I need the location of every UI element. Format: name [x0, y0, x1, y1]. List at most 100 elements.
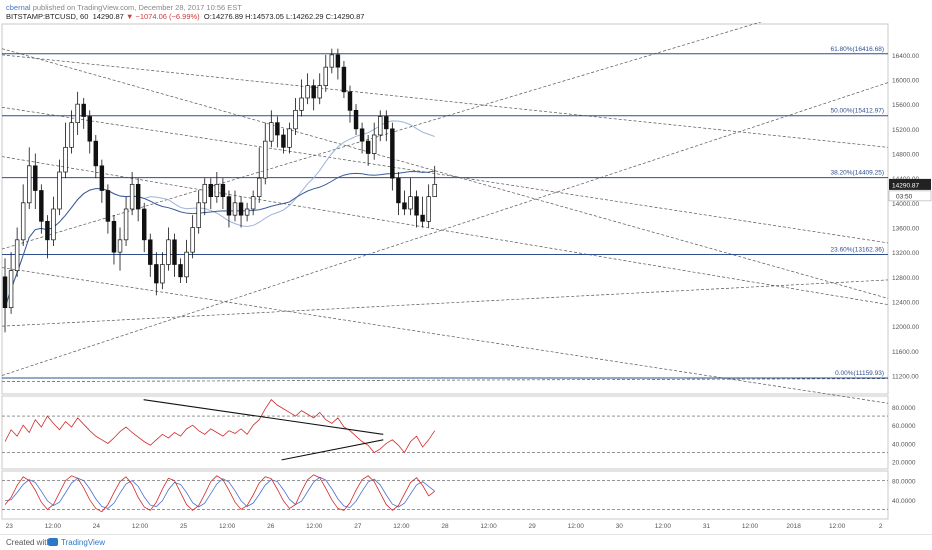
- x-tick-label: 23: [6, 523, 14, 530]
- trend-line-dashed: [1, 22, 762, 250]
- candle-up: [8, 270, 14, 309]
- candle-up: [27, 165, 32, 204]
- trend-line-dashed: [1, 378, 889, 383]
- candle-up: [378, 116, 383, 136]
- main-pane-border: [1, 23, 889, 395]
- candle-up: [14, 239, 20, 272]
- candle-up: [408, 196, 413, 210]
- price-tick-label: 15600.00: [892, 102, 919, 109]
- tradingview-brand[interactable]: TradingView: [61, 538, 106, 547]
- candle-down: [178, 264, 183, 278]
- rsi-tick-label: 80.0000: [892, 405, 916, 412]
- candle-down: [148, 239, 153, 265]
- candle-up: [184, 251, 189, 278]
- x-tick-label: 2: [879, 523, 883, 530]
- countdown-label: 03:50: [896, 193, 913, 200]
- rsi-trendline-upper: [143, 399, 384, 435]
- x-tick-label: 28: [441, 523, 449, 530]
- trend-line-dashed: [1, 106, 889, 244]
- candle-up: [256, 177, 262, 198]
- candle-up: [196, 202, 201, 228]
- candle-up: [432, 183, 437, 198]
- x-tick-label: 12:00: [568, 523, 585, 530]
- candle-down: [275, 122, 280, 136]
- price-tick-label: 13600.00: [892, 226, 919, 233]
- price-tick-label: 16400.00: [892, 53, 919, 60]
- candle-down: [39, 190, 44, 222]
- x-tick-label: 12:00: [306, 523, 323, 530]
- fib-level-label: 0.00%(11159.93): [835, 370, 884, 377]
- fib-level-label: 50.00%(15412.97): [831, 108, 885, 115]
- x-tick-label: 12:00: [45, 523, 62, 530]
- candle-down: [172, 239, 177, 265]
- candle-down: [420, 214, 425, 222]
- candle-up: [190, 227, 195, 253]
- candle-down: [135, 183, 141, 210]
- candle-up: [287, 128, 292, 148]
- candle-down: [226, 196, 232, 216]
- x-tick-label: 12:00: [655, 523, 672, 530]
- price-tick-label: 12000.00: [892, 324, 919, 331]
- trend-line-dashed: [1, 279, 889, 327]
- x-tick-label: 31: [703, 523, 711, 530]
- trend-line-dashed: [1, 48, 889, 299]
- x-tick-label: 30: [616, 523, 624, 530]
- price-tick-label: 11200.00: [892, 374, 919, 381]
- candle-down: [99, 165, 105, 191]
- candle-up: [63, 146, 68, 173]
- candle-up: [244, 208, 250, 216]
- trend-line-dashed: [1, 54, 889, 148]
- candle-up: [269, 122, 274, 142]
- candle-down: [2, 276, 8, 309]
- fib-level-label: 38.20%(14409.25): [831, 170, 885, 177]
- candle-up: [263, 140, 268, 179]
- x-tick-label: 24: [93, 523, 101, 530]
- candle-down: [238, 202, 244, 216]
- stoch-tick-label: 80.0000: [892, 479, 916, 486]
- candle-up: [129, 183, 135, 210]
- candle-down: [359, 128, 365, 142]
- countdown-badge: [888, 190, 932, 202]
- candle-down: [208, 183, 214, 198]
- rsi-pane-border: [1, 395, 889, 470]
- x-tick-label: 12:00: [480, 523, 497, 530]
- created-with-text: Created with: [6, 538, 51, 547]
- candle-up: [250, 196, 256, 210]
- candle-up: [20, 202, 26, 241]
- candle-down: [281, 134, 286, 148]
- candle-down: [353, 109, 359, 130]
- candle-up: [299, 97, 304, 111]
- candle-down: [87, 116, 92, 142]
- x-tick-label: 12:00: [393, 523, 410, 530]
- stoch-k-line: [4, 474, 435, 513]
- rsi-tick-label: 20.0000: [892, 460, 916, 467]
- x-tick-label: 25: [180, 523, 188, 530]
- rsi-tick-label: 60.0000: [892, 423, 916, 430]
- last-price: 14290.87: [92, 12, 124, 21]
- candle-up: [166, 239, 171, 265]
- publish-line: cbernal published on TradingView.com, De…: [6, 3, 242, 12]
- candle-down: [105, 190, 111, 222]
- x-tick-label: 2018: [786, 523, 801, 530]
- stoch-pane-border: [1, 470, 889, 520]
- candle-up: [51, 208, 56, 241]
- candle-down: [341, 66, 347, 93]
- price-tick-label: 15200.00: [892, 127, 919, 134]
- candle-up: [117, 239, 123, 253]
- author-link[interactable]: cbernal: [6, 3, 31, 12]
- trend-line-dashed: [1, 156, 889, 305]
- candle-up: [214, 183, 220, 198]
- published-text: published on TradingView.com, December 2…: [32, 3, 242, 12]
- price-change: ▼ −1074.06 (−6.99%): [125, 12, 200, 21]
- candle-down: [347, 91, 353, 111]
- candle-down: [384, 116, 389, 130]
- candle-down: [154, 264, 159, 284]
- x-tick-label: 26: [267, 523, 275, 530]
- x-tick-label: 27: [354, 523, 362, 530]
- tradingview-logo-icon: [48, 538, 58, 546]
- header: cbernal published on TradingView.com, De…: [0, 0, 932, 22]
- chart-canvas[interactable]: 11200.00 11600.00 12000.00 12400.00 12800.00…: [0, 22, 932, 534]
- fib-level-label: 23.60%(13162.36): [831, 246, 885, 253]
- fib-level-label: 61.80%(16416.68): [831, 46, 885, 53]
- rsi-tick-label: 40.0000: [892, 441, 916, 448]
